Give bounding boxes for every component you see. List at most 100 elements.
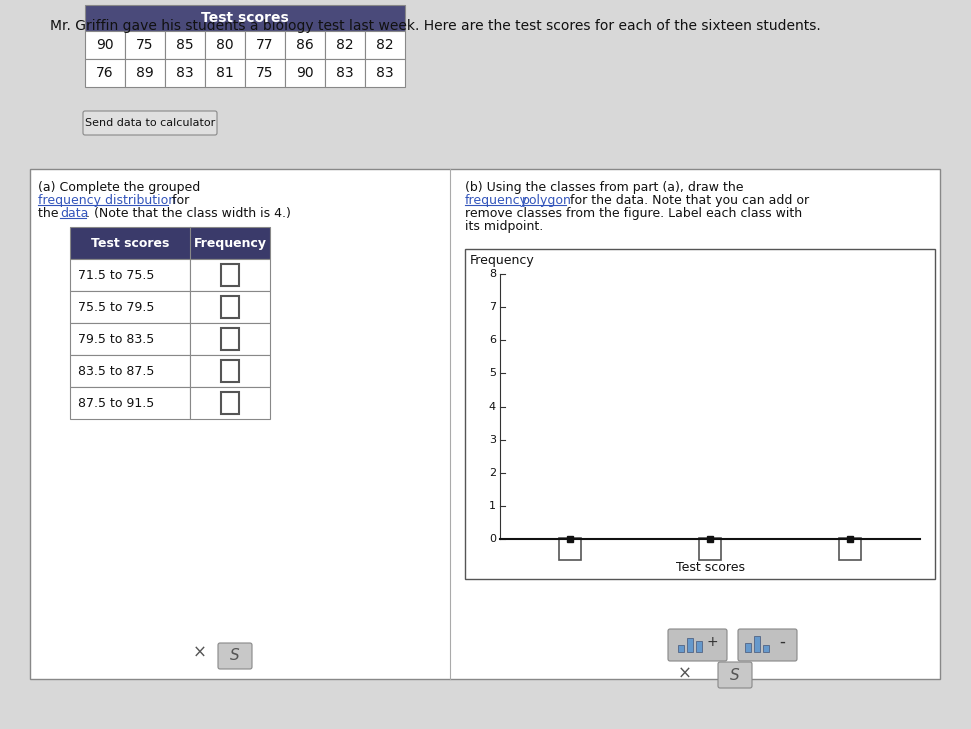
FancyBboxPatch shape [221, 328, 239, 350]
FancyBboxPatch shape [70, 355, 190, 387]
FancyBboxPatch shape [718, 662, 752, 688]
FancyBboxPatch shape [696, 642, 702, 652]
FancyBboxPatch shape [85, 59, 125, 87]
Text: frequency: frequency [465, 194, 528, 207]
Text: for the data. Note that you can add or: for the data. Note that you can add or [566, 194, 809, 207]
FancyBboxPatch shape [190, 291, 270, 323]
FancyBboxPatch shape [190, 387, 270, 419]
Text: ×: × [193, 644, 207, 662]
FancyBboxPatch shape [221, 392, 239, 414]
FancyBboxPatch shape [285, 59, 325, 87]
FancyBboxPatch shape [205, 31, 245, 59]
FancyBboxPatch shape [285, 31, 325, 59]
Text: 77: 77 [256, 38, 274, 52]
FancyBboxPatch shape [70, 291, 190, 323]
Text: 75: 75 [256, 66, 274, 80]
Text: ×: × [678, 665, 692, 683]
FancyBboxPatch shape [83, 111, 217, 135]
FancyBboxPatch shape [559, 538, 581, 560]
Text: 0: 0 [489, 534, 496, 544]
Text: 7: 7 [488, 302, 496, 312]
FancyBboxPatch shape [70, 227, 270, 259]
Text: Test scores: Test scores [91, 236, 169, 249]
FancyBboxPatch shape [465, 249, 935, 579]
Text: 1: 1 [489, 501, 496, 511]
FancyBboxPatch shape [190, 259, 270, 291]
FancyBboxPatch shape [738, 629, 797, 661]
FancyBboxPatch shape [325, 59, 365, 87]
Text: 90: 90 [96, 38, 114, 52]
Text: 5: 5 [489, 368, 496, 378]
Text: 83: 83 [376, 66, 394, 80]
Text: 6: 6 [489, 335, 496, 346]
FancyBboxPatch shape [687, 638, 693, 652]
FancyBboxPatch shape [763, 644, 769, 652]
FancyBboxPatch shape [839, 538, 861, 560]
FancyBboxPatch shape [745, 643, 751, 652]
FancyBboxPatch shape [30, 169, 940, 679]
Text: Frequency: Frequency [470, 254, 535, 267]
Text: 89: 89 [136, 66, 153, 80]
Text: Mr. Griffin gave his students a biology test last week. Here are the test scores: Mr. Griffin gave his students a biology … [50, 19, 820, 33]
Text: Test scores: Test scores [676, 561, 745, 574]
FancyBboxPatch shape [221, 264, 239, 286]
FancyBboxPatch shape [165, 31, 205, 59]
Text: 85: 85 [176, 38, 194, 52]
FancyBboxPatch shape [190, 355, 270, 387]
Text: 86: 86 [296, 38, 314, 52]
Text: remove classes from the figure. Label each class with: remove classes from the figure. Label ea… [465, 207, 802, 220]
Text: 87.5 to 91.5: 87.5 to 91.5 [78, 397, 154, 410]
Text: 3: 3 [489, 434, 496, 445]
Text: 2: 2 [488, 468, 496, 477]
FancyBboxPatch shape [754, 636, 760, 652]
Text: (b) Using the classes from part (a), draw the: (b) Using the classes from part (a), dra… [465, 181, 748, 194]
Text: frequency distribution: frequency distribution [38, 194, 176, 207]
FancyBboxPatch shape [70, 323, 190, 355]
FancyBboxPatch shape [85, 31, 125, 59]
FancyBboxPatch shape [365, 59, 405, 87]
Text: the: the [38, 207, 62, 220]
Text: 79.5 to 83.5: 79.5 to 83.5 [78, 332, 154, 346]
Text: Frequency: Frequency [193, 236, 266, 249]
FancyBboxPatch shape [125, 59, 165, 87]
Text: . (Note that the class width is 4.): . (Note that the class width is 4.) [86, 207, 291, 220]
Text: 83.5 to 87.5: 83.5 to 87.5 [78, 364, 154, 378]
FancyBboxPatch shape [221, 360, 239, 382]
FancyBboxPatch shape [190, 323, 270, 355]
Text: its midpoint.: its midpoint. [465, 220, 543, 233]
Text: 71.5 to 75.5: 71.5 to 75.5 [78, 268, 154, 281]
Text: 90: 90 [296, 66, 314, 80]
FancyBboxPatch shape [245, 31, 285, 59]
FancyBboxPatch shape [221, 296, 239, 318]
Text: (a) Complete the grouped: (a) Complete the grouped [38, 181, 204, 194]
Text: 80: 80 [217, 38, 234, 52]
FancyBboxPatch shape [365, 31, 405, 59]
FancyBboxPatch shape [85, 5, 405, 31]
FancyBboxPatch shape [699, 538, 721, 560]
Text: 82: 82 [336, 38, 353, 52]
Text: 81: 81 [217, 66, 234, 80]
Text: 76: 76 [96, 66, 114, 80]
Text: data: data [60, 207, 88, 220]
FancyBboxPatch shape [205, 59, 245, 87]
FancyBboxPatch shape [245, 59, 285, 87]
Text: -: - [779, 633, 785, 651]
FancyBboxPatch shape [70, 259, 190, 291]
FancyBboxPatch shape [218, 643, 252, 669]
Text: Test scores: Test scores [201, 11, 289, 25]
FancyBboxPatch shape [165, 59, 205, 87]
Text: polygon: polygon [522, 194, 572, 207]
Text: 8: 8 [488, 269, 496, 279]
Text: 83: 83 [336, 66, 353, 80]
Text: S: S [230, 649, 240, 663]
Text: 82: 82 [376, 38, 394, 52]
Text: S: S [730, 668, 740, 682]
Text: for: for [168, 194, 189, 207]
Text: 4: 4 [488, 402, 496, 411]
FancyBboxPatch shape [678, 644, 684, 652]
Text: 75: 75 [136, 38, 153, 52]
FancyBboxPatch shape [668, 629, 727, 661]
FancyBboxPatch shape [125, 31, 165, 59]
FancyBboxPatch shape [70, 387, 190, 419]
Text: 75.5 to 79.5: 75.5 to 79.5 [78, 300, 154, 313]
